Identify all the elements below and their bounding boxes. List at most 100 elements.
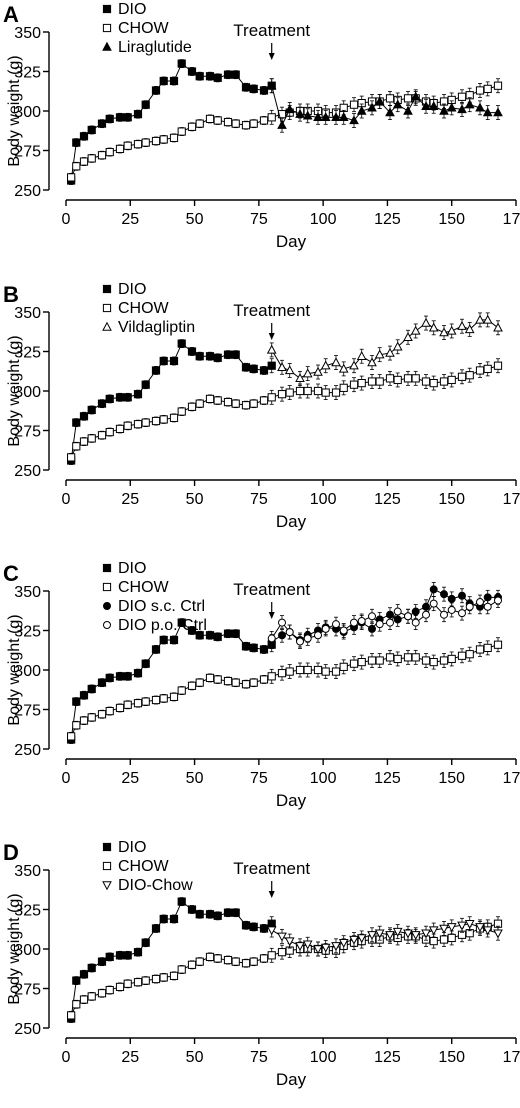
- data-point: [339, 662, 348, 671]
- data-point: [464, 920, 475, 929]
- data-point: [141, 697, 150, 706]
- data-point: [169, 413, 179, 422]
- data-point: [475, 923, 485, 933]
- data-point: [241, 83, 251, 92]
- data-point: [259, 645, 269, 654]
- data-point: [123, 700, 132, 709]
- data-point: [169, 133, 179, 142]
- legend-marker: [102, 842, 112, 852]
- data-point: [123, 141, 132, 150]
- data-point: [249, 399, 258, 408]
- data-point: [87, 713, 96, 722]
- data-point: [195, 399, 204, 408]
- data-point: [123, 113, 132, 122]
- data-point: [249, 119, 258, 128]
- data-point: [483, 364, 492, 373]
- data-point: [87, 963, 96, 973]
- data-point: [277, 669, 287, 678]
- data-point: [493, 322, 503, 332]
- legend-label: DIO: [118, 1, 146, 18]
- y-tick-label: 300: [14, 384, 41, 401]
- data-point: [356, 350, 367, 360]
- legend-marker: [103, 602, 111, 610]
- data-point: [295, 108, 305, 118]
- data-point: [285, 388, 294, 397]
- data-point: [320, 112, 331, 122]
- data-point: [231, 908, 240, 917]
- data-point: [205, 910, 215, 919]
- data-point: [87, 154, 96, 163]
- data-point: [123, 951, 132, 960]
- legend-entry: CHOW: [102, 579, 170, 596]
- data-point: [115, 672, 125, 681]
- x-tick-label: 25: [121, 211, 139, 228]
- data-point: [367, 656, 377, 665]
- data-point: [493, 361, 503, 370]
- data-point: [392, 341, 403, 351]
- data-point: [266, 344, 277, 354]
- data-point: [87, 684, 96, 694]
- y-tick-label: 300: [14, 942, 41, 959]
- data-point: [187, 905, 197, 914]
- data-point: [464, 99, 475, 109]
- data-point: [223, 70, 233, 79]
- series-chow: [67, 916, 503, 1020]
- data-point: [159, 356, 168, 366]
- data-point: [223, 955, 233, 965]
- legend-label: DIO s.c. Ctrl: [118, 598, 205, 615]
- data-point: [277, 390, 287, 399]
- data-point: [493, 81, 503, 90]
- series-dio-p-o-ctrl: [267, 593, 502, 649]
- data-point: [97, 431, 107, 440]
- data-point: [303, 634, 312, 643]
- data-point: [177, 59, 186, 68]
- y-tick-label: 275: [14, 982, 41, 999]
- data-point: [447, 654, 456, 664]
- data-point: [457, 104, 467, 114]
- data-point: [72, 1000, 81, 1009]
- data-point: [79, 970, 89, 979]
- panel-label: D: [3, 840, 19, 865]
- x-tick-label: 25: [121, 1049, 139, 1066]
- data-point: [205, 952, 215, 961]
- data-point: [223, 350, 233, 359]
- x-tick-label: 100: [310, 1049, 337, 1066]
- data-point: [187, 67, 197, 76]
- legend-marker: [102, 321, 112, 331]
- legend-marker: [102, 303, 112, 313]
- data-point: [205, 631, 215, 640]
- data-point: [465, 602, 474, 611]
- data-point: [105, 985, 114, 995]
- data-point: [115, 951, 125, 960]
- x-tick-label: 150: [438, 770, 465, 787]
- data-point: [213, 396, 222, 405]
- data-point: [249, 364, 258, 373]
- data-point: [457, 372, 467, 381]
- y-axis-label: Body weight (g): [6, 614, 23, 725]
- data-point: [223, 629, 233, 638]
- x-tick-label: 100: [310, 770, 337, 787]
- series-dio: [67, 339, 276, 465]
- legend-label: CHOW: [118, 20, 170, 37]
- series-vildagliptin: [266, 312, 503, 386]
- data-point: [97, 989, 107, 998]
- legend-entry: DIO s.c. Ctrl: [103, 598, 205, 615]
- data-point: [385, 94, 395, 103]
- data-point: [231, 629, 240, 638]
- data-point: [241, 121, 251, 130]
- data-point: [339, 626, 348, 635]
- treatment-annotation: Treatment: [233, 580, 310, 599]
- x-tick-label: 175: [503, 211, 520, 228]
- data-point: [169, 692, 179, 701]
- data-point: [375, 377, 384, 386]
- data-point: [205, 394, 215, 403]
- data-point: [476, 598, 484, 607]
- data-point: [72, 138, 81, 147]
- data-point: [411, 618, 420, 627]
- data-point: [141, 100, 150, 109]
- data-point: [493, 107, 503, 117]
- y-tick-label: 250: [14, 183, 41, 200]
- data-point: [133, 110, 143, 119]
- data-point: [439, 924, 449, 934]
